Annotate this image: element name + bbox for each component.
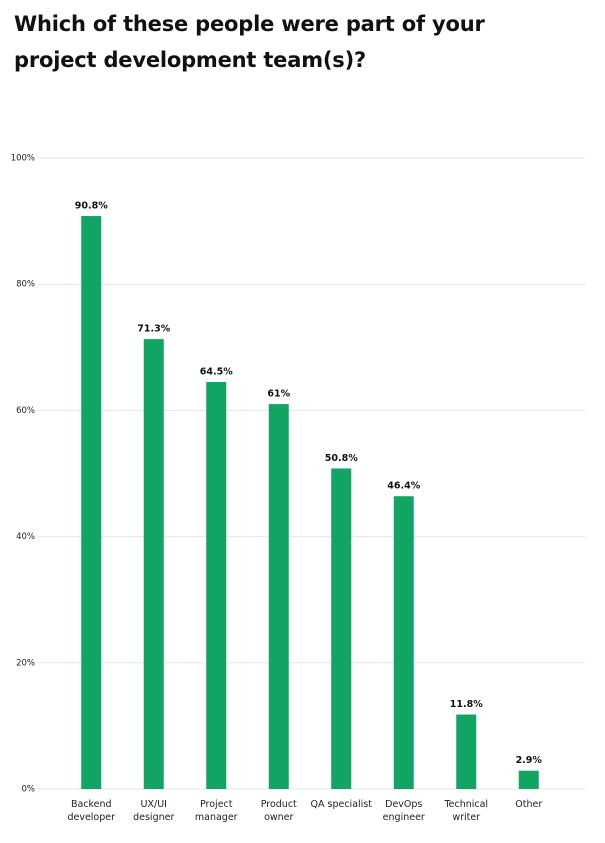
- bar: [518, 770, 539, 789]
- value-label: 61%: [267, 389, 290, 400]
- value-label: 50.8%: [325, 453, 358, 464]
- x-tick-label: Product owner: [260, 799, 297, 823]
- value-label: 64.5%: [200, 367, 233, 378]
- bar: [331, 468, 352, 789]
- bar: [143, 339, 164, 789]
- bar: [456, 714, 477, 789]
- value-label: 46.4%: [387, 481, 420, 492]
- y-tick-label: 20%: [16, 658, 35, 668]
- x-tick-label: Other: [515, 799, 543, 810]
- bar: [268, 404, 289, 789]
- bar: [206, 382, 227, 789]
- y-tick-label: 40%: [16, 532, 35, 542]
- x-tick-label: Technical writer: [444, 799, 489, 823]
- chart-title: Which of these people were part of your …: [14, 12, 485, 72]
- x-tick-label: Backend developer: [67, 799, 116, 823]
- y-tick-label: 100%: [11, 154, 35, 164]
- value-label: 71.3%: [137, 324, 170, 335]
- value-label: 11.8%: [450, 699, 483, 710]
- x-tick-label: DevOps engineer: [382, 799, 425, 823]
- value-label: 2.9%: [516, 755, 543, 766]
- y-tick-label: 80%: [16, 280, 35, 290]
- bar: [81, 216, 102, 789]
- x-tick-label: QA specialist: [310, 799, 372, 810]
- y-tick-label: 60%: [16, 406, 35, 416]
- y-tick-label: 0%: [22, 785, 36, 795]
- value-label: 90.8%: [75, 201, 108, 212]
- bar: [393, 496, 414, 789]
- x-tick-label: UX/UI designer: [133, 799, 175, 823]
- x-tick-label: Project manager: [194, 799, 238, 823]
